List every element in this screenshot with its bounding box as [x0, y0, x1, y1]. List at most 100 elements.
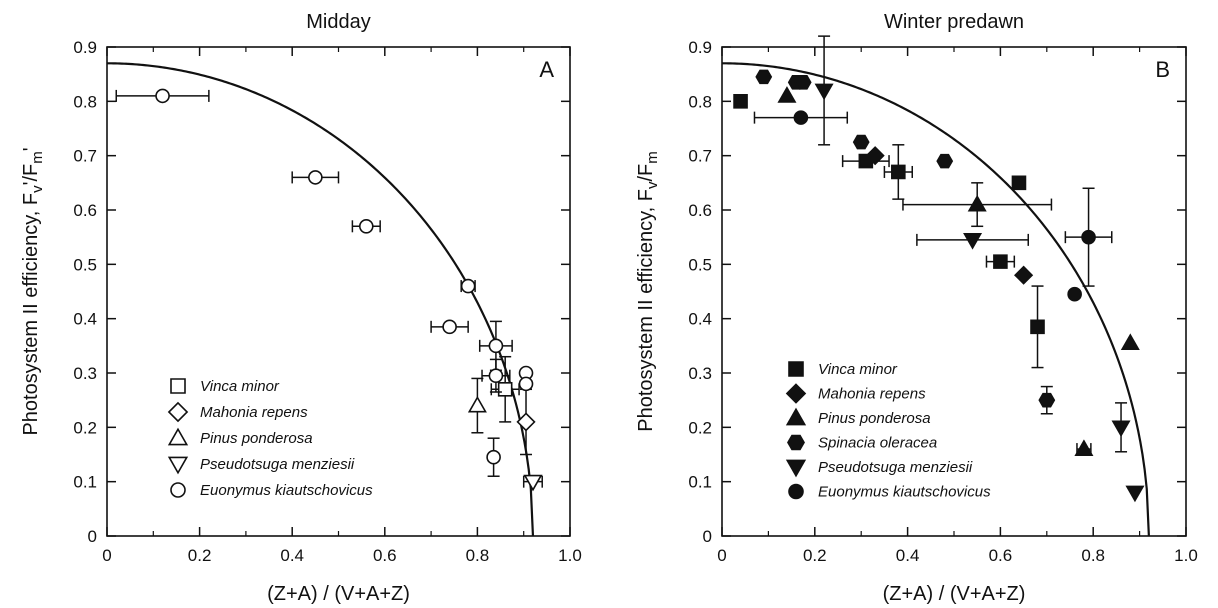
data-point-square [497, 382, 513, 397]
x-tick-label: 0 [717, 546, 726, 565]
y-tick-label: 0.1 [688, 473, 712, 492]
y-tick-label: 0.2 [688, 418, 712, 437]
data-point-triangle-down [1125, 485, 1145, 503]
x-tick-label: 1.0 [1174, 546, 1198, 565]
y-tick-label: 0.4 [73, 310, 97, 329]
legend-marker-circle [170, 482, 186, 498]
data-point-circle [488, 368, 504, 384]
data-point-diamond [516, 412, 536, 432]
data-point-square [993, 254, 1008, 269]
x-tick-label: 0.6 [373, 546, 397, 565]
y-tick-label: 0.4 [688, 310, 712, 329]
data-point-hexagon [852, 134, 870, 150]
legend-marker-triangle-down [167, 456, 189, 475]
y-axis-title-part: /F [635, 164, 657, 182]
legend-marker-diamond [167, 401, 189, 423]
data-point-diamond [1014, 265, 1034, 285]
legend-marker-triangle-up [167, 427, 189, 446]
x-tick-label: 0.4 [280, 546, 304, 565]
fit-curve [107, 62, 535, 536]
x-tick-label: 0.6 [989, 546, 1013, 565]
data-point-hexagon [755, 69, 773, 85]
y-tick-label: 0.5 [73, 255, 97, 274]
y-axis-title: Photosystem II efficiency, Fv/Fm [635, 151, 661, 431]
legend-label: Euonymus kiautschovicus [818, 484, 991, 501]
data-point-square [733, 94, 748, 109]
y-tick-label: 0.8 [73, 92, 97, 111]
data-point-circle [442, 319, 457, 335]
y-tick-label: 0.2 [73, 418, 97, 437]
data-point-circle [486, 449, 501, 465]
data-point-circle [460, 278, 476, 294]
legend-label: Spinacia oleracea [818, 435, 937, 452]
data-point-square [1030, 319, 1045, 335]
data-point-circle [793, 110, 809, 125]
y-tick-label: 0.5 [688, 255, 712, 274]
data-point-triangle-down [523, 474, 543, 492]
x-tick-label: 0 [102, 546, 111, 565]
y-axis-title-part: ' [20, 147, 42, 151]
y-tick-label: 0.7 [73, 147, 97, 166]
x-tick-label: 1.0 [558, 546, 582, 565]
legend-marker-diamond [785, 383, 807, 404]
data-point-circle [358, 219, 374, 234]
fit-curve [722, 62, 1150, 536]
x-axis-title: (Z+A) / (V+A+Z) [267, 583, 410, 605]
legend-marker-circle [788, 483, 804, 500]
legend-label: Vinca minor [200, 378, 280, 395]
y-tick-label: 0.3 [688, 364, 712, 383]
legend-label: Pinus ponderosa [200, 430, 313, 447]
x-tick-label: 0.8 [1081, 546, 1105, 565]
y-axis-title-part: Photosystem II efficiency, F [20, 193, 42, 436]
panel-label: A [539, 57, 554, 82]
data-point-circle [518, 376, 534, 392]
x-tick-label: 0.4 [896, 546, 920, 565]
data-point-square [1011, 175, 1027, 191]
data-point-triangle-up [1074, 439, 1094, 456]
data-point-triangle-up [967, 194, 987, 212]
y-tick-label: 0.9 [688, 38, 712, 57]
panel-title: Winter predawn [884, 11, 1024, 33]
y-tick-label: 0.3 [73, 364, 97, 383]
y-axis-title-part: v [644, 181, 661, 189]
data-point-triangle-up [1120, 333, 1140, 351]
chart-panel-b: 0 0.2 0.4 0.6 0.8 1.0 0 0.1 0.2 0.3 0.4 0.5 0.6 0.7 0.… [635, 11, 1198, 605]
data-point-circle [1081, 229, 1096, 245]
x-axis-title: (Z+A) / (V+A+Z) [883, 583, 1026, 605]
legend-label: Pseudotsuga menziesii [818, 459, 973, 476]
legend-label: Euonymus kiautschovicus [200, 482, 373, 499]
chart-panel-a: 0 0.2 0.4 0.6 0.8 1.0 0 0.1 0.2 0.3 0.4 0.5 0.6 0.7 0.… [20, 11, 582, 605]
legend-marker-triangle-down [785, 459, 807, 478]
legend-marker-square [170, 378, 186, 394]
data-point-triangle-up [467, 395, 487, 413]
legend-label: Mahonia repens [200, 404, 308, 421]
y-tick-label: 0 [88, 527, 97, 546]
data-point-circle [308, 170, 323, 185]
data-point-circle [488, 338, 504, 354]
panel-title: Midday [306, 11, 370, 33]
legend-label: Pseudotsuga menziesii [200, 456, 355, 473]
y-tick-label: 0.7 [688, 147, 712, 166]
data-point-diamond [865, 146, 885, 166]
data-point-triangle-down [814, 83, 834, 101]
data-point-hexagon [936, 153, 954, 169]
legend-marker-square [788, 361, 804, 377]
y-tick-label: 0.1 [73, 473, 97, 492]
legend-label: Vinca minor [818, 361, 898, 378]
x-tick-label: 0.2 [188, 546, 212, 565]
y-tick-label: 0.6 [73, 201, 97, 220]
data-point-hexagon [794, 75, 812, 90]
data-point-triangle-down [1111, 420, 1131, 438]
y-axis-title-part: m [644, 151, 661, 164]
y-tick-label: 0.9 [73, 38, 97, 57]
data-point-circle [155, 88, 170, 104]
y-axis-title-part: Photosystem II efficiency, F [635, 189, 657, 432]
data-point-hexagon [1038, 392, 1056, 408]
data-point-triangle-up [777, 86, 797, 103]
data-point-circle [1067, 286, 1082, 302]
y-axis-title-part: m [29, 151, 46, 164]
y-tick-label: 0.6 [688, 201, 712, 220]
legend-marker-hexagon [787, 434, 805, 451]
